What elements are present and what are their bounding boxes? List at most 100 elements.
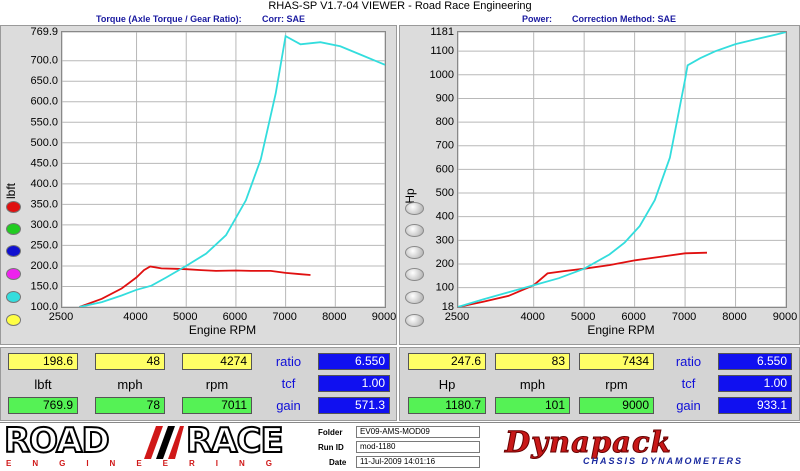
y-tick-label: 650.0 — [30, 75, 58, 87]
rpm-peak-value: 9000 — [579, 397, 654, 414]
series-line-1 — [79, 265, 311, 308]
legend-dot-blue[interactable] — [6, 245, 21, 257]
y-tick-label: 800 — [436, 116, 454, 128]
legend-dot-red[interactable] — [6, 201, 21, 213]
x-axis-title: Engine RPM — [587, 323, 654, 337]
tcf-label: tcf — [281, 376, 296, 391]
gain-label: gain — [676, 398, 701, 413]
x-tick-label: 8000 — [722, 311, 746, 323]
y-tick-label: 600.0 — [30, 96, 58, 108]
run-id-field: mod-1180 — [356, 441, 480, 453]
y-tick-label: 500 — [436, 187, 454, 199]
x-tick-label: 5000 — [571, 311, 595, 323]
y-tick-label: 700.0 — [30, 55, 58, 67]
power-correction-label: Correction Method: SAE — [572, 14, 677, 24]
power-header-label: Power: — [522, 14, 553, 24]
power-chart — [457, 31, 787, 308]
torque-peak-value: 769.9 — [8, 397, 78, 414]
torque-plot-area — [61, 31, 386, 308]
torque-cursor-value: 198.6 — [8, 353, 78, 370]
torque-readout-panel: 198.6 48 4274 lbft mph rpm 769.9 78 7011… — [0, 347, 397, 421]
y-tick-label: 600 — [436, 163, 454, 175]
tcf-value: 1.00 — [318, 375, 390, 392]
lbft-label: lbft — [34, 377, 52, 392]
ratio-value: 6.550 — [318, 353, 390, 370]
x-tick-label: 4000 — [520, 311, 544, 323]
series-toggle-button-3[interactable] — [405, 246, 424, 259]
hp-label: Hp — [438, 377, 456, 392]
x-tick-label: 6000 — [223, 311, 247, 323]
rpm-cursor-value: 4274 — [182, 353, 252, 370]
logo-road-text: ROAD — [3, 421, 111, 461]
series-toggle-button-5[interactable] — [405, 291, 424, 304]
mph-peak-value: 101 — [495, 397, 570, 414]
y-tick-label: 450.0 — [30, 157, 58, 169]
power-plot-area — [457, 31, 787, 308]
y-tick-label: 400.0 — [30, 178, 58, 190]
mph-cursor-value: 48 — [95, 353, 165, 370]
folder-label: Folder — [318, 428, 343, 437]
y-tick-label: 300.0 — [30, 219, 58, 231]
series-toggle-button-1[interactable] — [405, 202, 424, 215]
gain-label: gain — [276, 398, 301, 413]
x-tick-label: 2500 — [445, 311, 469, 323]
logo-race-text: RACE — [185, 421, 285, 461]
date-field: 11-Jul-2009 14:01:16 — [356, 456, 480, 468]
x-tick-label: 9000 — [773, 311, 797, 323]
y-tick-label: 150.0 — [30, 280, 58, 292]
logo-engineering-text: ENGINEERING — [6, 459, 294, 468]
y-tick-label: 100.0 — [30, 301, 58, 313]
x-tick-label: 8000 — [322, 311, 346, 323]
legend-dot-magenta[interactable] — [6, 268, 21, 280]
y-tick-label: 1100 — [430, 45, 454, 57]
rpm-peak-value: 7011 — [182, 397, 252, 414]
y-tick-label: 550.0 — [30, 116, 58, 128]
y-tick-label: 1000 — [430, 69, 454, 81]
x-tick-label: 6000 — [621, 311, 645, 323]
power-readout-panel: 247.6 83 7434 Hp mph rpm 1180.7 101 9000… — [399, 347, 800, 421]
y-tick-label: 700 — [436, 140, 454, 152]
torque-header-label: Torque (Axle Torque / Gear Ratio): — [96, 14, 242, 24]
tcf-label: tcf — [681, 376, 696, 391]
y-tick-label: 769.9 — [30, 26, 58, 38]
footer-bar: ROAD RACE ENGINEERING Folder EV09-AMS-MO… — [0, 422, 800, 471]
power-chart-panel: 2500 4000 5000 6000 7000 8000 9000 1181 1100 1000… — [399, 25, 800, 345]
series-line-2 — [457, 31, 787, 308]
torque-correction-label: Corr: SAE — [262, 14, 306, 24]
series-line-2 — [79, 34, 386, 308]
series-toggle-button-6[interactable] — [405, 314, 424, 327]
y-tick-label: 900 — [436, 92, 454, 104]
dynapack-subtitle: CHASSIS DYNAMOMETERS — [583, 456, 744, 466]
dynapack-logo-text: Dynapack — [505, 425, 672, 459]
date-label: Date — [329, 458, 347, 467]
x-tick-label: 7000 — [272, 311, 296, 323]
folder-field: EV09-AMS-MOD09 — [356, 426, 480, 438]
torque-chart-panel: 2500 4000 5000 6000 7000 8000 9000 769.9 700.0 65… — [0, 25, 397, 345]
y-tick-label: 1181 — [430, 26, 454, 38]
power-cursor-value: 247.6 — [408, 353, 486, 370]
ratio-value: 6.550 — [718, 353, 792, 370]
power-peak-value: 1180.7 — [408, 397, 486, 414]
legend-dot-green[interactable] — [6, 223, 21, 235]
y-tick-label: 100 — [436, 282, 454, 294]
mph-label: mph — [117, 377, 143, 392]
legend-dot-cyan[interactable] — [6, 291, 21, 303]
y-axis-title: lbft — [4, 182, 18, 199]
mph-label: mph — [519, 377, 546, 392]
window-title: RHAS-SP V1.7-04 VIEWER - Road Race Engin… — [268, 0, 532, 12]
rpm-label: rpm — [605, 377, 628, 392]
series-toggle-button-4[interactable] — [405, 268, 424, 281]
x-tick-label: 5000 — [173, 311, 197, 323]
x-axis-title: Engine RPM — [189, 323, 256, 337]
y-tick-label: 250.0 — [30, 239, 58, 251]
series-toggle-button-2[interactable] — [405, 224, 424, 237]
road-race-logo: ROAD RACE ENGINEERING — [3, 421, 312, 470]
rpm-label: rpm — [205, 377, 229, 392]
mph-cursor-value: 83 — [495, 353, 570, 370]
run-id-label: Run ID — [318, 443, 344, 452]
legend-dot-yellow[interactable] — [6, 314, 21, 326]
gain-value: 571.3 — [318, 397, 390, 414]
x-tick-label: 4000 — [123, 311, 147, 323]
x-tick-label: 2500 — [49, 311, 73, 323]
y-tick-label: 300 — [436, 234, 454, 246]
